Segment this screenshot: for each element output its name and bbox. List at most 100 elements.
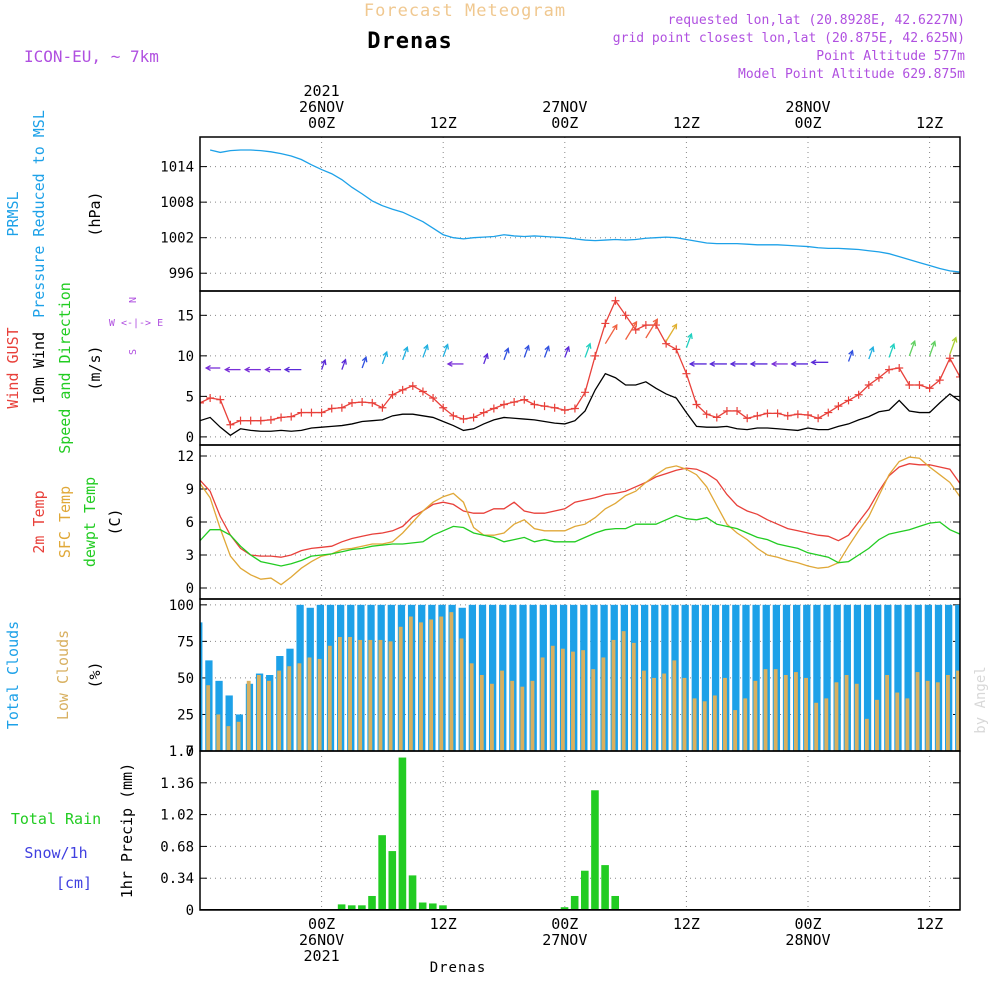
low-cloud-bar [307, 657, 312, 751]
gust-marker [337, 403, 346, 412]
gust-marker [520, 395, 529, 404]
gust-marker [864, 381, 873, 390]
total-cloud-bar [863, 604, 872, 751]
low-cloud-bar [368, 639, 373, 751]
rain-bar [418, 902, 427, 910]
gust-marker [287, 412, 296, 421]
wind-vector-head [749, 360, 756, 367]
low-cloud-bar [449, 612, 454, 751]
rain-bar [408, 875, 417, 910]
low-cloud-bar [945, 675, 950, 751]
wind-vector [442, 344, 449, 357]
y-tick-label: 25 [177, 707, 194, 723]
gust-marker [439, 403, 448, 412]
wind-vector-head [930, 340, 937, 347]
gust-marker [388, 390, 397, 399]
low-cloud-bar [277, 670, 282, 751]
low-cloud-bar [530, 680, 535, 751]
panel-units: (%) [86, 661, 104, 688]
panel-label: [cm] [56, 874, 92, 892]
wind-vector-head [671, 323, 678, 330]
low-cloud-bar [601, 657, 606, 751]
total-cloud-bar [874, 604, 882, 751]
rain-bar [581, 870, 589, 910]
grid-coords: grid point closest lon,lat (20.875E, 42.… [613, 31, 965, 46]
top-axis-label: 12Z [430, 114, 457, 132]
top-axis-label: 00Z [794, 114, 821, 132]
y-tick-label: 1.02 [160, 808, 194, 824]
gust-marker [560, 406, 569, 415]
wind-vector [970, 341, 975, 356]
gust-marker [925, 384, 934, 393]
panel-label: Total Rain [11, 810, 101, 828]
panel-clouds: 0 25 50 75 100 Total Clouds Low Clouds (%) [4, 598, 970, 760]
rain-bar [358, 905, 366, 910]
gust-marker [743, 414, 752, 423]
low-cloud-bar [479, 675, 484, 751]
low-cloud-bar [571, 651, 575, 751]
low-cloud-bar [702, 701, 707, 751]
low-cloud-bar [864, 718, 869, 751]
panel-precip: 0 0.34 0.68 1.02 1.36 1.7 Total Rain Snow/1h [cm… [11, 744, 961, 919]
gust-marker [200, 398, 204, 407]
wind-vector [402, 346, 408, 361]
gust-marker [966, 392, 974, 400]
gust-marker [824, 408, 833, 417]
y-tick-label: 0.68 [160, 839, 194, 855]
bottom-axis-label: 00Z [551, 915, 578, 933]
panel-label: SFC Temp [56, 486, 74, 558]
wind-vector [503, 348, 509, 361]
y-tick-label: 75 [177, 634, 194, 650]
low-cloud-bar [753, 680, 758, 751]
wind-vector-head [612, 323, 618, 331]
low-cloud-bar [966, 681, 970, 751]
low-cloud-bar [773, 669, 778, 751]
wind-vector-head [889, 342, 896, 350]
low-cloud-bar [429, 619, 434, 751]
wind-vector [564, 346, 570, 358]
rain-bar [388, 851, 397, 910]
chart-title: Forecast Meteogram [364, 1, 566, 21]
series-line-prmsl [209, 149, 960, 273]
gust-marker [753, 411, 762, 420]
top-axis-label: 2021 [304, 82, 340, 100]
panel-plot [200, 456, 960, 586]
wind-vector-head [910, 339, 917, 347]
low-cloud-bar [723, 677, 727, 751]
gust-marker [459, 415, 468, 424]
wind-vector [949, 337, 957, 355]
y-tick-label: 5 [186, 389, 194, 405]
wind-vector [868, 346, 874, 360]
gust-marker [378, 403, 387, 412]
wind-vector [381, 351, 388, 365]
gust-marker [844, 396, 853, 405]
wind-vector-head [631, 320, 638, 327]
rain-bar [601, 865, 609, 910]
gust-marker [945, 354, 954, 363]
wind-vector [685, 333, 692, 348]
low-cloud-bar [246, 680, 251, 751]
y-tick-label: 1002 [160, 231, 194, 247]
low-cloud-bar [621, 631, 626, 751]
gust-marker [266, 415, 275, 424]
rain-bar [439, 905, 447, 910]
gust-marker [307, 408, 316, 417]
series-line-10m-wind [200, 372, 960, 437]
top-axis-label: 00Z [308, 114, 335, 132]
wind-vector-head [423, 343, 429, 351]
rain-bar [429, 903, 437, 910]
panel-temp: 0 3 6 9 12 2m Temp SFC Temp dewpt Temp (C) [30, 444, 961, 600]
low-cloud-bar [905, 698, 910, 751]
panel-wind: 0 5 10 15 Wind GUST 10m Wind Speed and Directi… [4, 282, 975, 454]
rain-bar [591, 790, 599, 910]
low-cloud-bar [327, 645, 332, 751]
gust-marker [834, 402, 843, 411]
low-cloud-bar [854, 683, 859, 751]
low-cloud-bar [935, 682, 940, 751]
gust-marker [631, 325, 640, 334]
gust-marker [814, 414, 823, 423]
low-cloud-bar [510, 680, 515, 751]
low-cloud-bar [206, 685, 211, 751]
